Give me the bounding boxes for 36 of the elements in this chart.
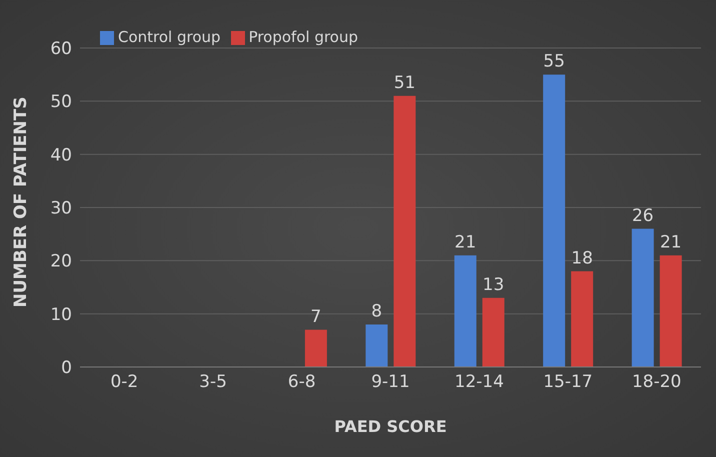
- data-label: 55: [543, 52, 565, 72]
- data-label: 21: [660, 232, 682, 252]
- bar: [366, 324, 388, 367]
- data-label: 21: [454, 232, 476, 252]
- y-tick-label: 40: [50, 145, 72, 166]
- data-label: 7: [310, 306, 322, 327]
- x-axis-title: PAED SCORE: [334, 417, 447, 436]
- x-tick-label: 3-5: [199, 372, 227, 392]
- x-tick-label: 12-14: [454, 372, 504, 392]
- y-tick-label: 50: [50, 92, 72, 112]
- x-tick-label: 6-8: [288, 372, 316, 392]
- y-tick-label: 30: [50, 198, 72, 219]
- bar: [454, 255, 476, 367]
- bar: [660, 255, 682, 367]
- legend-label: Control group: [118, 28, 221, 46]
- bar: [304, 330, 327, 367]
- x-tick-label: 18-20: [632, 372, 682, 392]
- bar: [394, 96, 416, 367]
- y-tick-label: 20: [50, 252, 72, 272]
- data-label: 51: [394, 72, 416, 93]
- bar: [571, 271, 594, 367]
- y-tick-label: 60: [50, 39, 72, 60]
- legend-label: Propofol group: [248, 28, 358, 46]
- y-tick-label: 10: [50, 304, 72, 325]
- data-label: 26: [632, 206, 654, 226]
- bar: [543, 74, 566, 367]
- y-tick-label: 0: [61, 358, 72, 378]
- y-axis-title: NUMBER OF PATIENTS: [11, 96, 32, 308]
- data-label: 8: [371, 301, 382, 322]
- data-label: 18: [571, 248, 593, 268]
- data-label: 13: [482, 274, 504, 295]
- x-tick-label: 0-2: [110, 372, 138, 392]
- bar: [482, 298, 504, 367]
- bar: [632, 228, 654, 367]
- x-tick-label: 15-17: [543, 372, 593, 392]
- x-tick-label: 9-11: [371, 372, 410, 392]
